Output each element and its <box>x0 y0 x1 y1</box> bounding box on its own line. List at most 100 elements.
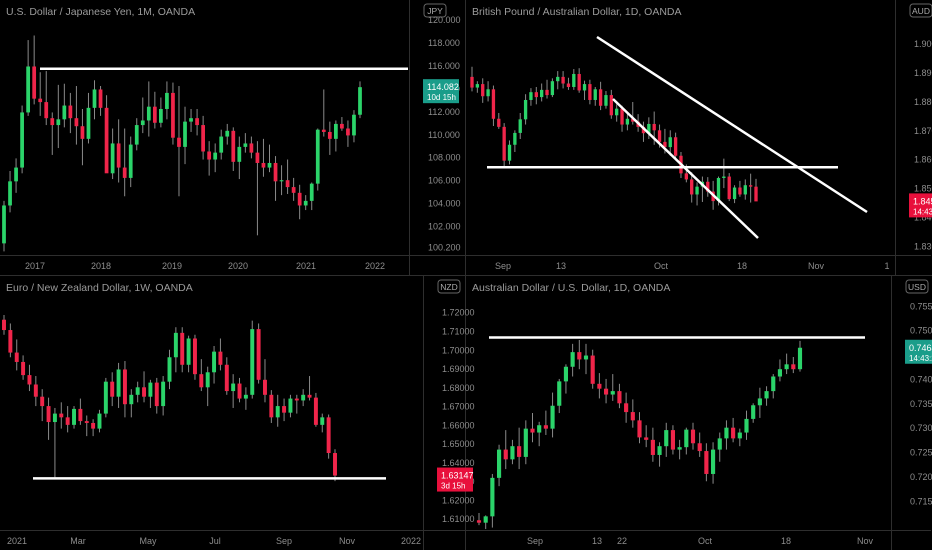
candle-body <box>711 450 715 474</box>
candle-body <box>27 375 31 384</box>
candle-body <box>470 77 473 88</box>
candle-body <box>671 430 675 449</box>
candle-body <box>14 168 18 182</box>
candle-body <box>490 478 494 516</box>
y-tick-label: 120.000 <box>428 15 461 25</box>
candle-body <box>78 409 82 421</box>
x-tick-label: Nov <box>857 536 874 546</box>
candle-body <box>153 107 157 123</box>
candle-body <box>292 187 296 193</box>
candle-body <box>484 516 488 522</box>
candle-body <box>591 356 595 384</box>
candle-body <box>135 125 139 145</box>
candle-body <box>578 74 581 90</box>
candle-body <box>653 124 656 130</box>
y-tick-label: 0.72500 <box>910 448 932 458</box>
candle-body <box>764 391 768 398</box>
y-tick-label: 1.66000 <box>442 420 475 430</box>
candle-body <box>56 119 60 125</box>
candle-body <box>256 153 260 163</box>
candle-body <box>624 403 628 412</box>
candle-body <box>561 77 564 84</box>
x-tick-label: 2017 <box>25 261 45 271</box>
x-tick-label: Jul <box>209 536 221 546</box>
candle-body <box>104 382 108 414</box>
x-tick-label: 18 <box>737 261 747 271</box>
candle-body <box>2 320 6 330</box>
candle-body <box>617 391 621 403</box>
candle-body <box>161 382 165 406</box>
candle-body <box>268 163 272 168</box>
candle-body <box>577 352 581 359</box>
candle-body <box>718 438 722 449</box>
y-tick-label: 104.000 <box>428 199 461 209</box>
candle-body <box>238 384 242 399</box>
price-label-countdown: 3d 15h <box>441 482 465 491</box>
candle-body <box>269 395 273 418</box>
candle-body <box>26 66 30 112</box>
x-tick-label: 18 <box>781 536 791 546</box>
candle-body <box>314 398 318 425</box>
candle-body <box>257 329 261 380</box>
candle-body <box>597 384 601 389</box>
candle-body <box>310 184 314 201</box>
candle-body <box>588 84 591 100</box>
price-label-countdown: 14:43:23 <box>913 207 932 216</box>
candle-body <box>201 125 205 151</box>
candle-body <box>69 106 73 119</box>
x-tick-label: Oct <box>654 261 669 271</box>
candle-body <box>492 89 495 118</box>
y-tick-label: 108.000 <box>428 153 461 163</box>
candle-body <box>282 406 286 413</box>
x-tick-label: 13 <box>556 261 566 271</box>
candle-body <box>637 420 641 437</box>
candle-body <box>286 180 290 187</box>
candle-body <box>690 179 693 194</box>
y-tick-label: 1.69000 <box>442 364 475 374</box>
candle-body <box>698 443 702 451</box>
candle-body <box>274 163 278 181</box>
x-tick-label: May <box>139 536 157 546</box>
candle-body <box>243 143 247 146</box>
y-tick-label: 106.000 <box>428 176 461 186</box>
candle-body <box>620 109 623 125</box>
currency-tag: NZD <box>440 282 457 292</box>
candle-body <box>159 109 163 123</box>
candle-body <box>147 107 151 121</box>
y-tick-label: 1.88000 <box>914 97 932 107</box>
candle-body <box>320 417 324 425</box>
candle-body <box>352 115 356 136</box>
candle-body <box>476 84 479 87</box>
candle-body <box>504 450 508 460</box>
candle-body <box>631 412 635 420</box>
candle-body <box>738 433 742 439</box>
candle-body <box>754 187 757 202</box>
candle-body <box>141 120 145 125</box>
candle-body <box>611 391 615 394</box>
candle-body <box>195 118 199 125</box>
chart-title: Australian Dollar / U.S. Dollar, 1D, OAN… <box>472 282 670 294</box>
candle-body <box>276 406 280 417</box>
candle-body <box>564 367 568 382</box>
candle-body <box>2 205 6 243</box>
candle-body <box>550 406 554 429</box>
candle-body <box>231 384 235 392</box>
candle-body <box>738 188 741 195</box>
candle-body <box>177 138 181 147</box>
y-tick-label: 112.000 <box>428 107 460 117</box>
candle-body <box>615 109 618 116</box>
candle-body <box>691 430 695 444</box>
candle-body <box>540 90 543 97</box>
candle-body <box>75 118 79 126</box>
x-tick-label: 22 <box>617 536 627 546</box>
candle-body <box>334 124 338 139</box>
candle-body <box>524 100 527 119</box>
candle-body <box>308 395 312 398</box>
candle-body <box>626 119 629 125</box>
candle-body <box>724 428 728 439</box>
candle-body <box>728 177 731 200</box>
candle-body <box>604 95 607 106</box>
candle-body <box>111 143 115 173</box>
price-label-countdown: 14:43:23 <box>909 354 932 363</box>
candle-body <box>263 380 267 395</box>
